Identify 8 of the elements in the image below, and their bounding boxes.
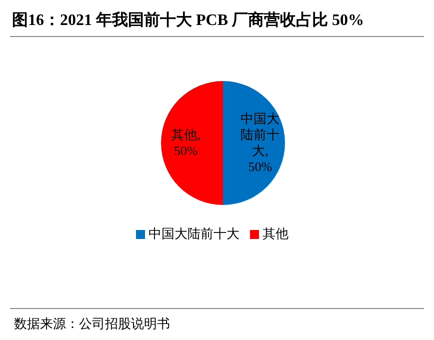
pie-slice (223, 81, 285, 205)
data-label: 中国大陆前十大, 50% (240, 111, 281, 175)
chart-title: 图16：2021 年我国前十大 PCB 厂商营收占比 50% (12, 10, 364, 31)
legend-label: 其他 (262, 226, 288, 241)
source-note: 数据来源：公司招股说明书 (14, 315, 170, 333)
data-label: 其他, 50% (170, 127, 202, 159)
pie-slice (161, 81, 223, 205)
legend-label: 中国大陆前十大 (148, 226, 240, 241)
